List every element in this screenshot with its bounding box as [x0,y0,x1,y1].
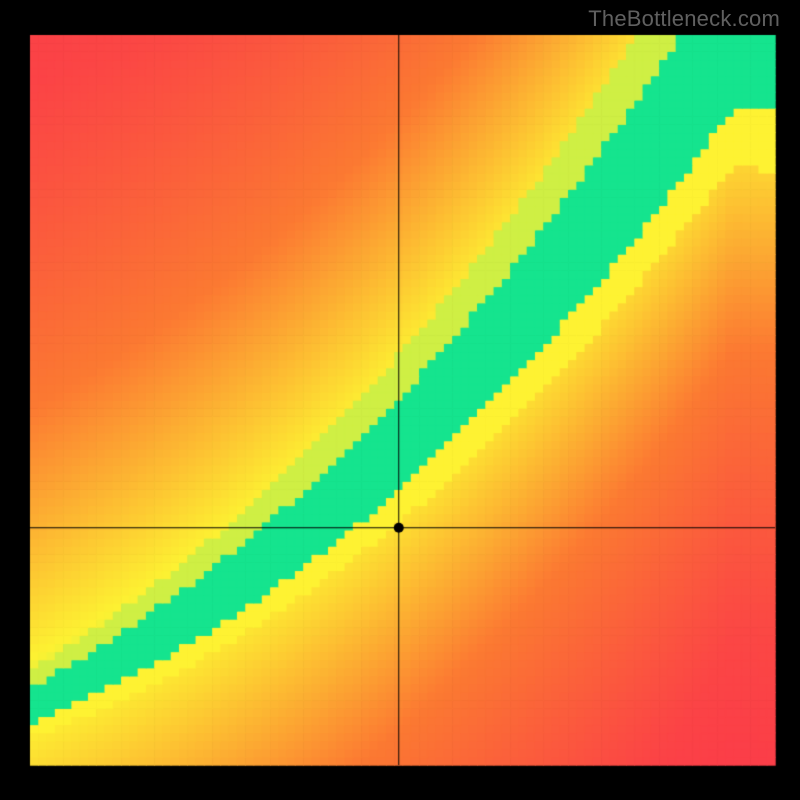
bottleneck-heatmap [0,0,800,800]
chart-container: TheBottleneck.com [0,0,800,800]
watermark-text: TheBottleneck.com [588,6,780,32]
